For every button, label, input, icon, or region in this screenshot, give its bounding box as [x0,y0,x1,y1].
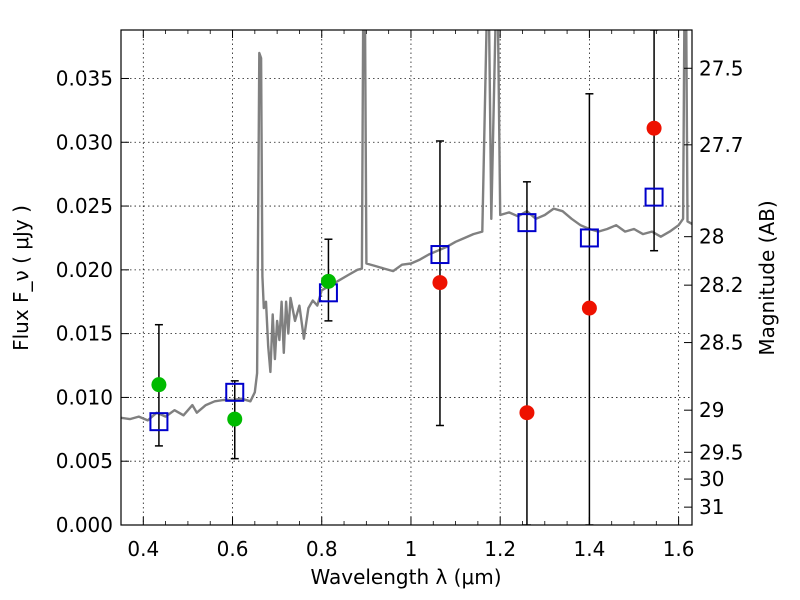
model-photometry-square [149,412,169,432]
y-tick-label: 0.025 [56,194,113,218]
y-axis-label: Flux F_ν ( μJy ) [9,205,33,351]
y-right-tick-label: 28.5 [699,331,744,355]
y-right-tick-label: 30 [699,467,724,491]
tick-labels: 0.4 0.6 0.8 1 1.2 1.4 1.6 0.000 0.005 0.010 0.015 0… [56,56,744,561]
detection-point-red [646,120,662,136]
model-photometry-square [517,213,537,233]
x-tick-label: 0.6 [217,537,249,561]
y-tick-label: 0.000 [56,513,113,537]
grid-lines [121,30,692,525]
error-bar [650,30,659,252]
y-right-tick-label: 28.2 [699,273,744,297]
y-tick-label: 0.035 [56,66,113,90]
x-tick-label: 1.2 [484,537,516,561]
x-tick-label: 1.6 [663,537,695,561]
y-tick-label: 0.020 [56,258,113,282]
model-spectrum-line [121,30,692,422]
x-tick-label: 1.4 [573,537,605,561]
x-tick-label: 0.8 [306,537,338,561]
model-photometry-square [225,382,245,402]
y-right-tick-label: 27.5 [699,56,744,80]
plot-data [121,30,692,525]
y-tick-label: 0.030 [56,130,113,154]
detection-point-red [519,405,535,421]
x-tick-label: 1 [405,537,418,561]
y-tick-label: 0.005 [56,449,113,473]
y-right-tick-label: 29.5 [699,440,744,464]
detection-point-red [432,275,448,291]
y-right-tick-label: 28 [699,225,724,249]
error-bar [522,181,531,525]
y-axis-right-label: Magnitude (AB) [755,200,779,355]
model-photometry-square [430,245,450,265]
plot-frame [120,29,693,526]
x-axis-label: Wavelength λ (μm) [310,565,501,589]
model-photometry-square [579,228,599,248]
detection-point-green [151,377,167,393]
y-right-tick-label: 27.7 [699,133,744,157]
y-tick-label: 0.010 [56,385,113,409]
x-tick-label: 0.4 [127,537,159,561]
axis-ticks [120,30,692,526]
detection-point-green [320,273,336,289]
model-photometry-square [644,187,664,207]
y-right-tick-label: 29 [699,398,724,422]
detection-point-green [227,411,243,427]
detection-point-red [581,300,597,316]
y-right-tick-label: 31 [699,495,724,519]
y-tick-label: 0.015 [56,322,113,346]
